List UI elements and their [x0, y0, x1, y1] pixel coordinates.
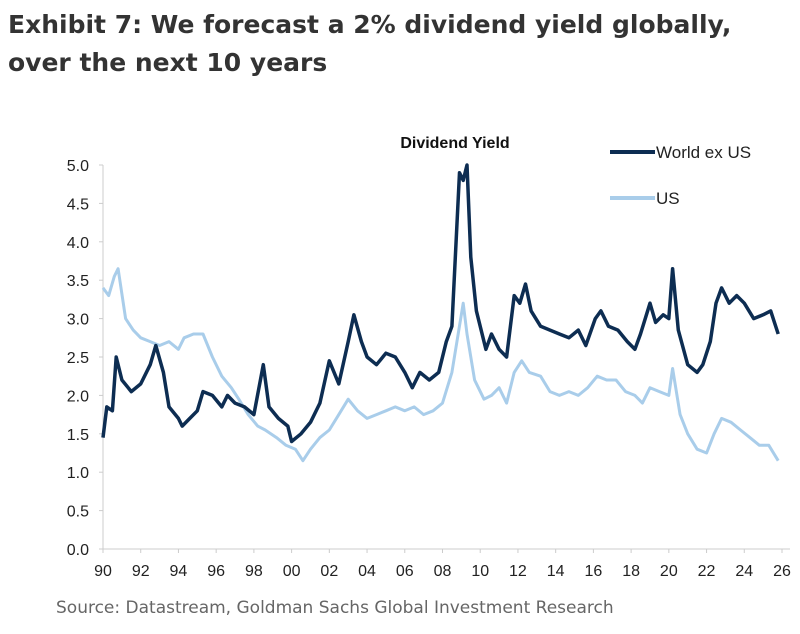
y-tick-label: 3.0	[67, 312, 89, 329]
x-tick-label: 94	[170, 563, 188, 580]
x-tick-label: 90	[94, 563, 112, 580]
axes: 0.0 0.5 1.0 1.5 2.0 2.5 3.0 3.5 4.0 4.5 5.0 90 92 94 9…	[67, 158, 791, 580]
x-tick-label: 18	[622, 563, 640, 580]
source-note: Source: Datastream, Goldman Sachs Global…	[56, 598, 614, 618]
y-tick-label: 2.0	[67, 388, 89, 405]
x-tick-label: 98	[245, 563, 263, 580]
y-tick-label: 5.0	[67, 158, 89, 175]
x-tick-label: 02	[320, 563, 338, 580]
legend-label-world-ex-us: World ex US	[656, 143, 751, 162]
x-tick-label: 16	[584, 563, 602, 580]
page-title: Exhibit 7: We forecast a 2% dividend yie…	[8, 10, 732, 77]
y-tick-label: 0.0	[67, 542, 89, 559]
x-tick-label: 26	[773, 563, 791, 580]
x-tick-label: 04	[358, 563, 376, 580]
legend: World ex US US	[610, 143, 751, 208]
x-tick-label: 14	[547, 563, 565, 580]
x-tick-label: 22	[698, 563, 716, 580]
y-tick-label: 1.5	[67, 427, 89, 444]
series-line-us	[101, 267, 780, 463]
x-tick-label: 08	[434, 563, 452, 580]
x-tick-label: 10	[471, 563, 489, 580]
y-tick-label: 4.5	[67, 196, 89, 213]
y-tick-label: 3.5	[67, 273, 89, 290]
x-tick-label: 20	[660, 563, 678, 580]
series-line-world-ex-us	[101, 163, 780, 444]
y-tick-label: 0.5	[67, 504, 89, 521]
y-tick-label: 2.5	[67, 350, 89, 367]
y-tick-label: 1.0	[67, 465, 89, 482]
x-tick-label: 24	[735, 563, 753, 580]
x-tick-label: 06	[396, 563, 414, 580]
x-tick-label: 12	[509, 563, 527, 580]
chart-title: Dividend Yield	[400, 135, 509, 152]
x-tick-label: 92	[132, 563, 150, 580]
x-tick-label: 00	[283, 563, 301, 580]
series-lines	[101, 163, 780, 463]
y-tick-label: 4.0	[67, 235, 89, 252]
x-tick-label: 96	[207, 563, 225, 580]
legend-label-us: US	[656, 189, 680, 208]
